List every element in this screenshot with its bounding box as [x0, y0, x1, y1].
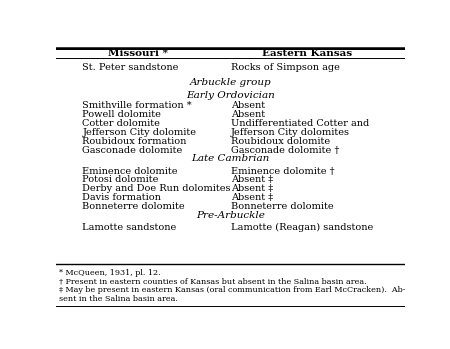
- Text: St. Peter sandstone: St. Peter sandstone: [82, 64, 179, 72]
- Text: Bonneterre dolomite: Bonneterre dolomite: [82, 202, 185, 211]
- Text: Absent: Absent: [230, 101, 265, 110]
- Text: * McQueen, 1931, pl. 12.: * McQueen, 1931, pl. 12.: [59, 269, 161, 277]
- Text: Gasconade dolomite: Gasconade dolomite: [82, 146, 183, 155]
- Text: Jefferson City dolomites: Jefferson City dolomites: [230, 128, 350, 137]
- Text: Lamotte (Reagan) sandstone: Lamotte (Reagan) sandstone: [230, 223, 373, 232]
- Text: sent in the Salina basin area.: sent in the Salina basin area.: [59, 295, 178, 303]
- Text: Arbuckle group: Arbuckle group: [190, 78, 271, 87]
- Text: Missouri *: Missouri *: [108, 49, 168, 58]
- Text: Late Cambrian: Late Cambrian: [192, 155, 270, 163]
- Text: Derby and Doe Run dolomites: Derby and Doe Run dolomites: [82, 184, 231, 193]
- Text: Eminence dolomite †: Eminence dolomite †: [230, 166, 334, 176]
- Text: Absent: Absent: [230, 110, 265, 119]
- Text: Cotter dolomite: Cotter dolomite: [82, 119, 160, 128]
- Text: Rocks of Simpson age: Rocks of Simpson age: [230, 64, 339, 72]
- Text: ‡ May be present in eastern Kansas (oral communication from Earl McCracken).  Ab: ‡ May be present in eastern Kansas (oral…: [59, 286, 405, 294]
- Text: Roubidoux formation: Roubidoux formation: [82, 137, 187, 146]
- Text: Roubidoux dolomite: Roubidoux dolomite: [230, 137, 330, 146]
- Text: Smithville formation *: Smithville formation *: [82, 101, 192, 110]
- Text: Undifferentiated Cotter and: Undifferentiated Cotter and: [230, 119, 369, 128]
- Text: Early Ordovician: Early Ordovician: [186, 91, 275, 100]
- Text: Powell dolomite: Powell dolomite: [82, 110, 161, 119]
- Text: Jefferson City dolomite: Jefferson City dolomite: [82, 128, 196, 137]
- Text: Eminence dolomite: Eminence dolomite: [82, 166, 178, 176]
- Text: Absent ‡: Absent ‡: [230, 176, 273, 184]
- Text: Absent ‡: Absent ‡: [230, 193, 273, 202]
- Text: † Present in eastern counties of Kansas but absent in the Salina basin area.: † Present in eastern counties of Kansas …: [59, 277, 367, 285]
- Text: Eastern Kansas: Eastern Kansas: [262, 49, 352, 58]
- Text: Lamotte sandstone: Lamotte sandstone: [82, 223, 177, 232]
- Text: Davis formation: Davis formation: [82, 193, 161, 202]
- Text: Gasconade dolomite †: Gasconade dolomite †: [230, 146, 339, 155]
- Text: Absent ‡: Absent ‡: [230, 184, 273, 193]
- Text: Potosi dolomite: Potosi dolomite: [82, 176, 159, 184]
- Text: Pre-Arbuckle: Pre-Arbuckle: [196, 211, 265, 220]
- Text: Bonneterre dolomite: Bonneterre dolomite: [230, 202, 333, 211]
